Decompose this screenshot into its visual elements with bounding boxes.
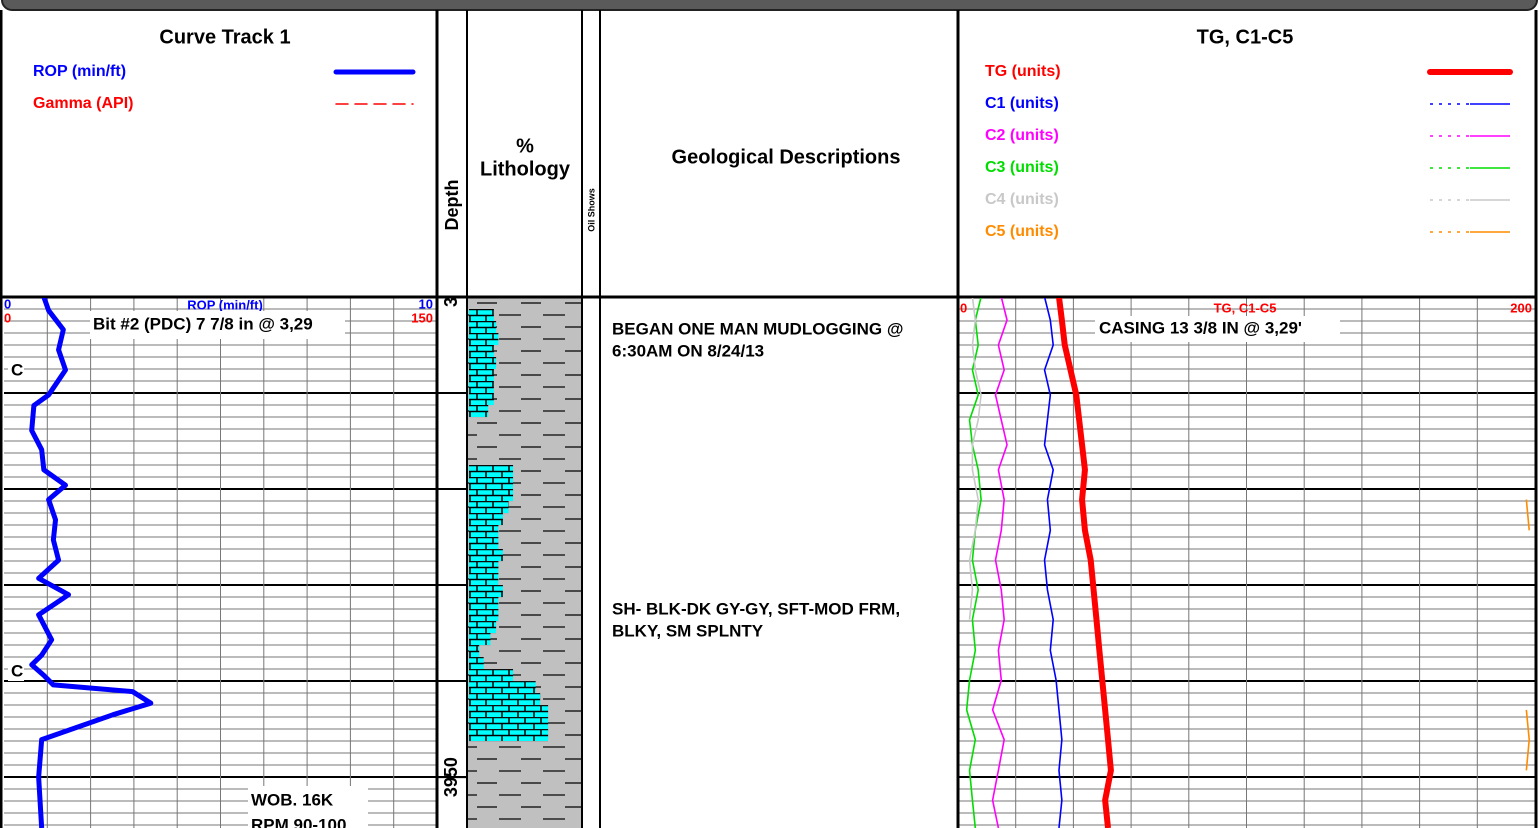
lithology-bar: [469, 693, 541, 706]
lithology-bar: [469, 381, 494, 394]
curve: [965, 298, 982, 828]
lithology-bar: [469, 729, 549, 742]
descriptions-header: Geological Descriptions: [672, 146, 901, 168]
legend-label: C2 (units): [985, 127, 1059, 144]
lithology-bar: [469, 309, 494, 322]
lithology-bar: [469, 369, 494, 382]
legend-label: C1 (units): [985, 95, 1059, 112]
lithology-header: Lithology: [480, 158, 571, 180]
curve: [968, 298, 982, 620]
lithology-bar: [469, 669, 514, 682]
lithology-bar: [469, 717, 549, 730]
curve: [991, 298, 1008, 828]
annotation-box: [1095, 316, 1340, 342]
lithology-bar: [469, 585, 503, 598]
depth-label: 39: [441, 287, 461, 307]
frame: [0, 10, 1538, 828]
lithology-bar: [469, 609, 499, 622]
lithology-bar: [469, 525, 499, 538]
lithology-bar: [469, 657, 484, 670]
curves: [29, 298, 154, 828]
lithology-bar: [469, 345, 494, 358]
marks: [469, 309, 549, 742]
oil-shows-header: Oil Shows: [586, 188, 596, 232]
description: BEGAN ONE MAN MUDLOGGING @: [612, 319, 903, 338]
track-title: TG, C1-C5: [1197, 26, 1294, 48]
lithology-bar: [469, 573, 499, 586]
lithology-bar: [469, 501, 509, 514]
annotation: C: [11, 661, 23, 680]
legend-label: C3 (units): [985, 159, 1059, 176]
annotation-box: [90, 311, 345, 339]
scale-min: 0: [4, 296, 11, 311]
lithology-header: %: [516, 135, 534, 157]
scale-max: 200: [1510, 300, 1532, 315]
lithology-bar: [469, 645, 480, 658]
annotation: WOB. 16K: [251, 790, 334, 809]
annotation-box: [248, 786, 368, 828]
curve: [1043, 298, 1063, 828]
lithology-bar: [469, 621, 497, 634]
lithology-bar: [469, 681, 536, 694]
curve: [1056, 298, 1114, 828]
annotation-box: [8, 360, 24, 380]
description: 6:30AM ON 8/24/13: [612, 341, 764, 360]
legend-label: C4 (units): [985, 191, 1059, 208]
depth-header: Depth: [442, 180, 462, 231]
curve: [29, 298, 154, 828]
legend-label: Gamma (API): [33, 95, 133, 112]
lithology-bar: [469, 537, 499, 550]
annotation: CASING 13 3/8 IN @ 3,29': [1099, 318, 1302, 337]
lithology-bar: [469, 321, 497, 334]
lithology-bar: [469, 633, 491, 646]
scale-name: TG, C1-C5: [1214, 300, 1277, 315]
top-bar: [1, 0, 1538, 11]
scale-max: 10: [419, 296, 433, 311]
lithology-bar: [469, 597, 499, 610]
lithology-bar: [469, 333, 499, 346]
scale-max: 150: [411, 310, 433, 325]
lithology-bar: [469, 405, 489, 418]
legend-label: C5 (units): [985, 223, 1059, 240]
annotation: RPM 90-100: [251, 815, 346, 828]
annotation-box: [8, 661, 24, 681]
curve: [1525, 499, 1531, 771]
curves: [965, 298, 1531, 828]
annotation: C: [11, 360, 23, 379]
lithology-bar: [469, 705, 549, 718]
scale-min: 0: [4, 310, 11, 325]
lithology-bar: [469, 561, 499, 574]
description: SH- BLK-DK GY-GY, SFT-MOD FRM,: [612, 599, 900, 618]
lithology-bar: [469, 489, 514, 502]
description: BLKY, SM SPLNTY: [612, 621, 764, 640]
scale-min: 0: [960, 300, 967, 315]
lithology-bar: [469, 549, 503, 562]
lithology-bar: [469, 357, 497, 370]
track-title: Curve Track 1: [159, 26, 290, 48]
lithology-bar: [469, 465, 514, 478]
lithology-bar: [469, 477, 514, 490]
annotations: CASING 13 3/8 IN @ 3,29': [1095, 316, 1340, 342]
scale-name: ROP (min/ft): [187, 297, 263, 312]
annotations: Bit #2 (PDC) 7 7/8 in @ 3,29 C C WOB. 16K RP…: [8, 311, 368, 828]
legend-label: ROP (min/ft): [33, 63, 126, 80]
legend-label: TG (units): [985, 63, 1061, 80]
lithology-bar: [469, 393, 494, 406]
lithology-bar: [469, 513, 503, 526]
annotation: Bit #2 (PDC) 7 7/8 in @ 3,29: [93, 314, 313, 333]
grid: [4, 296, 1535, 828]
